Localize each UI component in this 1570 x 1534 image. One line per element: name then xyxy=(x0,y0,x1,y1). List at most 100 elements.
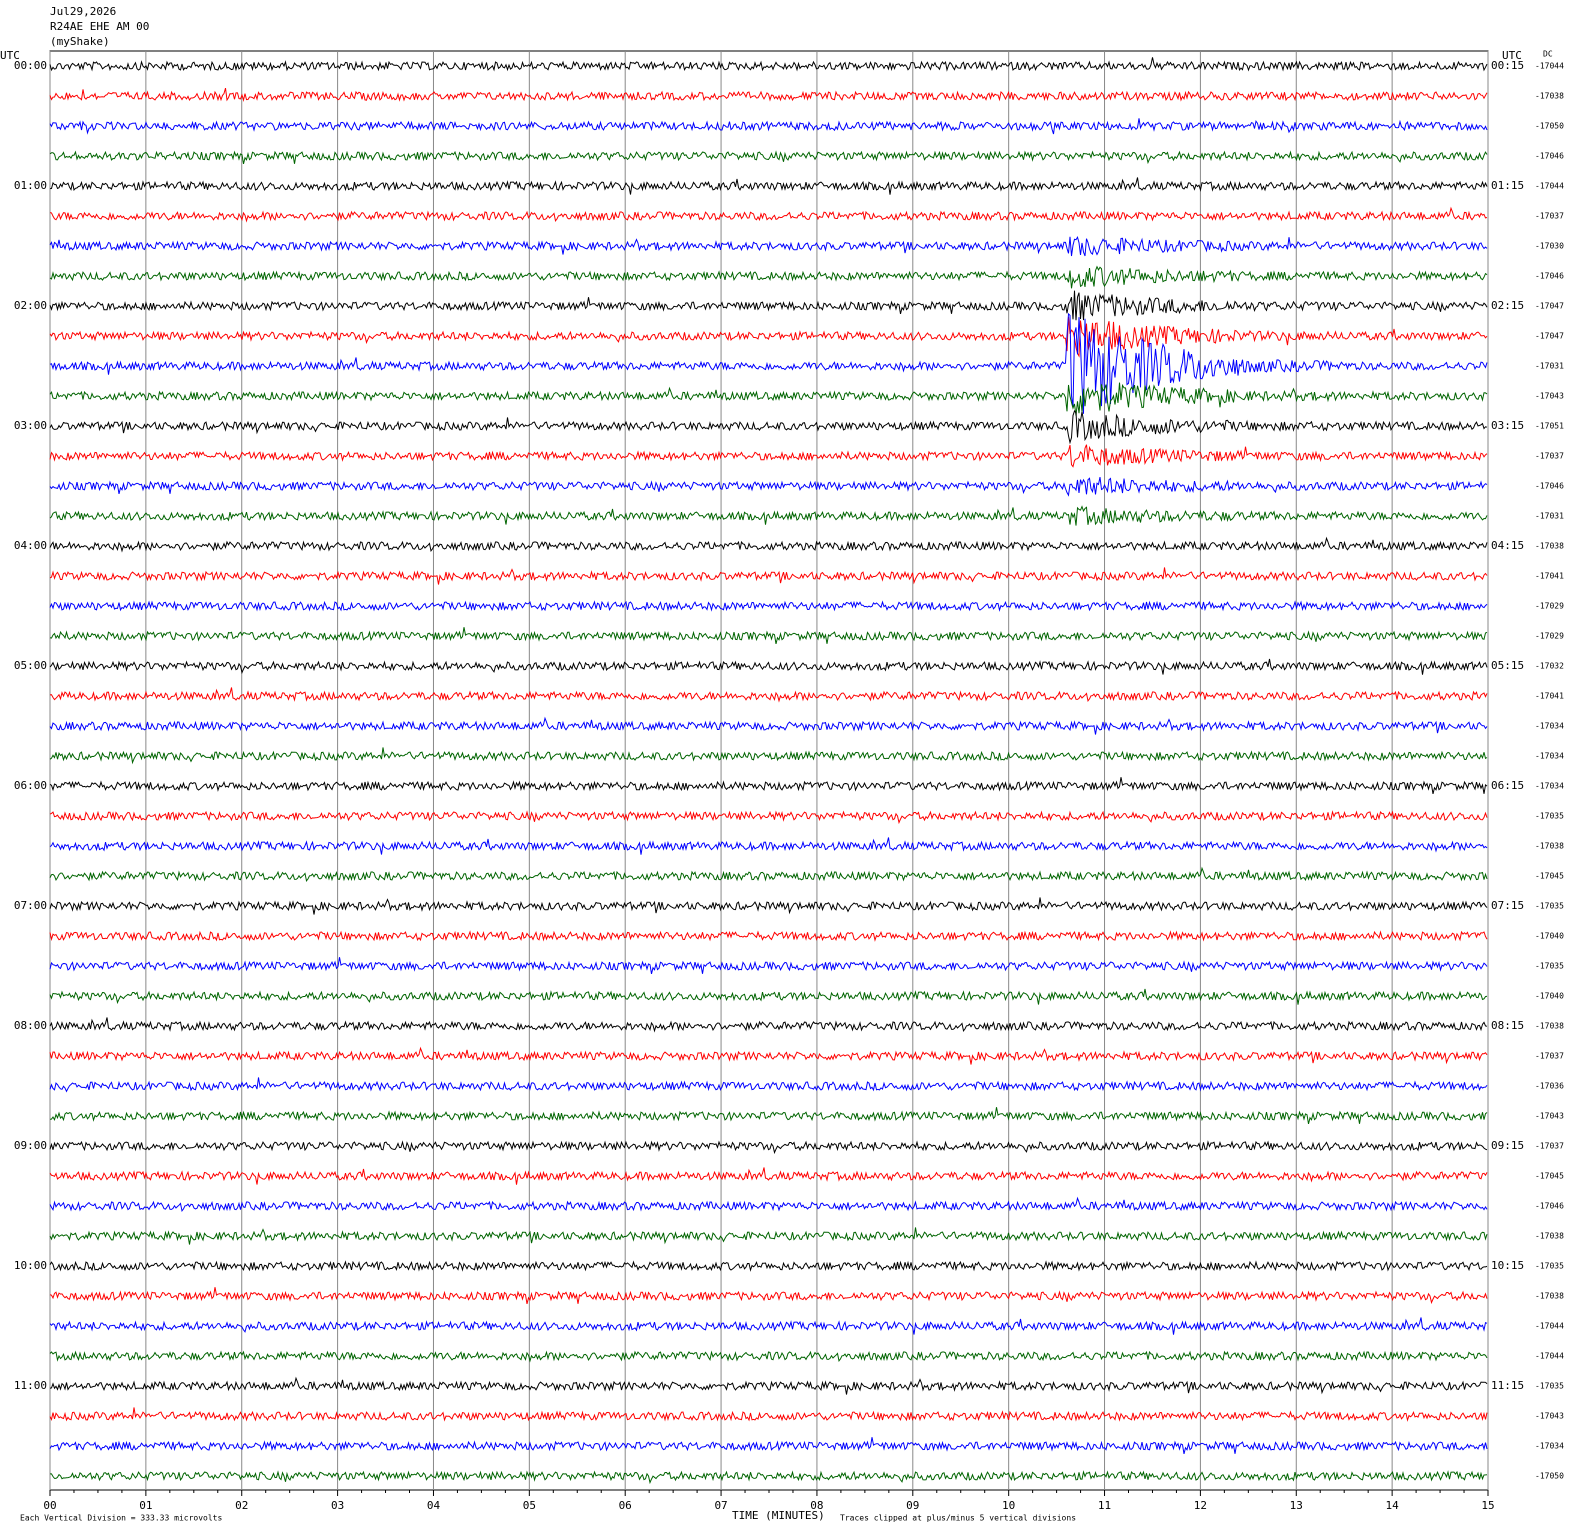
dc-offset: -17035 xyxy=(1535,962,1564,971)
trace xyxy=(49,1287,1488,1305)
right-time-label: 00:15 xyxy=(1491,59,1524,72)
network: (myShake) xyxy=(50,35,110,48)
trace xyxy=(49,658,1488,675)
trace xyxy=(49,382,1488,416)
dc-offset: -17044 xyxy=(1535,1322,1564,1331)
trace xyxy=(49,206,1488,223)
left-axis-title: UTC xyxy=(0,49,20,62)
right-time-label: 07:15 xyxy=(1491,899,1524,912)
trace xyxy=(49,1077,1488,1093)
trace xyxy=(49,716,1488,735)
dc-offset: -17037 xyxy=(1535,1052,1564,1061)
x-tick-label: 00 xyxy=(43,1499,56,1512)
dc-offset: -17038 xyxy=(1535,542,1564,551)
date: Jul29,2026 xyxy=(50,5,116,18)
x-tick-label: 15 xyxy=(1481,1499,1494,1512)
dc-offset: -17041 xyxy=(1535,572,1564,581)
dc-offset: -17046 xyxy=(1535,482,1564,491)
trace xyxy=(49,312,1488,414)
right-time-label: 05:15 xyxy=(1491,659,1524,672)
right-time-label: 03:15 xyxy=(1491,419,1524,432)
dc-offset: -17047 xyxy=(1535,302,1564,311)
dc-offset: -17045 xyxy=(1535,1172,1564,1181)
x-tick-label: 13 xyxy=(1290,1499,1303,1512)
dc-offset: -17030 xyxy=(1535,242,1564,251)
dc-offset: -17046 xyxy=(1535,1202,1564,1211)
trace xyxy=(49,1227,1488,1245)
x-axis-title: TIME (MINUTES) xyxy=(732,1509,825,1522)
trace xyxy=(49,476,1488,497)
dc-offset: -17040 xyxy=(1535,932,1564,941)
dc-offset: -17044 xyxy=(1535,62,1564,71)
dc-offset: -17046 xyxy=(1535,272,1564,281)
dc-offset: -17047 xyxy=(1535,332,1564,341)
dc-offset: -17035 xyxy=(1535,1262,1564,1271)
trace xyxy=(49,1017,1488,1033)
right-time-label: 08:15 xyxy=(1491,1019,1524,1032)
dc-offset: -17035 xyxy=(1535,902,1564,911)
clip-note: Traces clipped at plus/minus 5 vertical … xyxy=(840,1514,1076,1523)
x-tick-label: 12 xyxy=(1194,1499,1207,1512)
station: R24AE EHE AM 00 xyxy=(50,20,149,33)
right-time-label: 11:15 xyxy=(1491,1379,1524,1392)
dc-offset: -17034 xyxy=(1535,1442,1564,1451)
dc-offset: -17029 xyxy=(1535,632,1564,641)
left-time-label: 01:00 xyxy=(14,179,47,192)
x-tick-label: 14 xyxy=(1386,1499,1400,1512)
x-tick-label: 04 xyxy=(427,1499,441,1512)
trace xyxy=(49,265,1488,289)
dc-title: DC xyxy=(1543,50,1553,59)
trace xyxy=(49,1140,1488,1155)
right-time-label: 02:15 xyxy=(1491,299,1524,312)
left-time-label: 11:00 xyxy=(14,1379,47,1392)
x-tick-label: 11 xyxy=(1098,1499,1111,1512)
trace xyxy=(49,600,1488,612)
trace xyxy=(49,235,1488,257)
left-time-label: 05:00 xyxy=(14,659,47,672)
dc-offset: -17037 xyxy=(1535,212,1564,221)
trace xyxy=(49,150,1488,165)
x-tick-label: 10 xyxy=(1002,1499,1015,1512)
trace xyxy=(49,444,1488,468)
x-tick-label: 07 xyxy=(714,1499,727,1512)
trace xyxy=(50,1470,1488,1485)
dc-offset: -17043 xyxy=(1535,1412,1564,1421)
trace xyxy=(49,897,1488,915)
trace xyxy=(49,777,1488,795)
dc-offset: -17038 xyxy=(1535,1232,1564,1241)
dc-offset: -17034 xyxy=(1535,752,1564,761)
dc-offset: -17040 xyxy=(1535,992,1564,1001)
left-time-label: 03:00 xyxy=(14,419,47,432)
dc-offset: -17045 xyxy=(1535,872,1564,881)
trace xyxy=(49,567,1488,585)
dc-offset: -17043 xyxy=(1535,392,1564,401)
trace xyxy=(49,316,1488,358)
right-time-label: 04:15 xyxy=(1491,539,1524,552)
dc-offset: -17038 xyxy=(1535,92,1564,101)
dc-offset: -17046 xyxy=(1535,152,1564,161)
trace xyxy=(49,87,1488,102)
dc-offset: -17036 xyxy=(1535,1082,1564,1091)
right-time-label: 01:15 xyxy=(1491,179,1524,192)
trace xyxy=(49,866,1488,882)
trace xyxy=(49,1437,1488,1455)
dc-offset: -17035 xyxy=(1535,1382,1564,1391)
dc-offset: -17050 xyxy=(1535,122,1564,131)
left-time-label: 04:00 xyxy=(14,539,47,552)
trace xyxy=(49,1407,1488,1422)
trace xyxy=(49,57,1488,72)
dc-offset: -17038 xyxy=(1535,1022,1564,1031)
trace xyxy=(49,957,1488,975)
x-tick-label: 03 xyxy=(331,1499,344,1512)
trace xyxy=(49,1167,1488,1185)
trace xyxy=(49,1376,1488,1395)
trace xyxy=(49,1107,1488,1125)
right-time-label: 06:15 xyxy=(1491,779,1524,792)
dc-offset: -17031 xyxy=(1535,362,1564,371)
left-time-label: 06:00 xyxy=(14,779,47,792)
dc-offset: -17044 xyxy=(1535,182,1564,191)
dc-offset: -17029 xyxy=(1535,602,1564,611)
trace xyxy=(49,930,1488,942)
dc-offset: -17050 xyxy=(1535,1472,1564,1481)
x-tick-label: 08 xyxy=(810,1499,823,1512)
